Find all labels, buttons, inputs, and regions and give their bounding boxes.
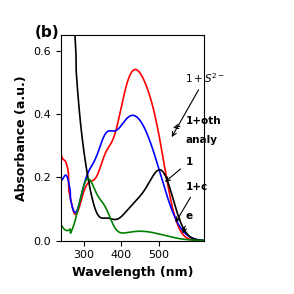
Text: 1+oth: 1+oth [174, 116, 221, 128]
Text: analy: analy [186, 135, 218, 145]
Y-axis label: Absorbance (a.u.): Absorbance (a.u.) [15, 75, 28, 201]
Text: 1+c: 1+c [176, 182, 208, 221]
X-axis label: Wavelength (nm): Wavelength (nm) [72, 266, 193, 279]
Text: $1+S^{2-}$: $1+S^{2-}$ [172, 71, 225, 136]
Text: (b): (b) [35, 25, 60, 40]
Text: e: e [183, 211, 193, 232]
Text: 1: 1 [166, 157, 193, 181]
